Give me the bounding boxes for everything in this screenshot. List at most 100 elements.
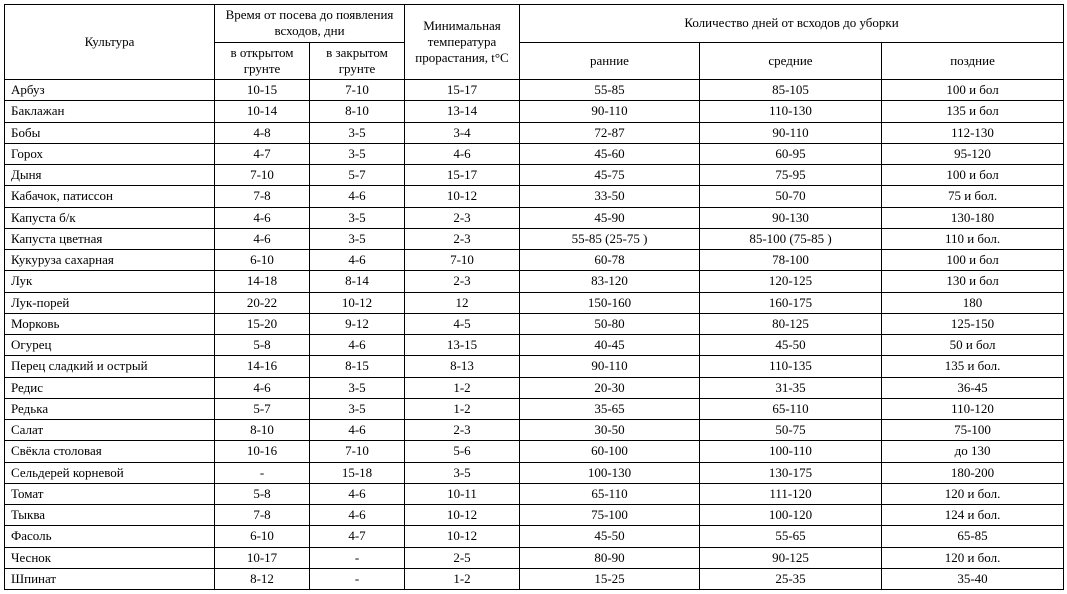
cell-min-temp: 8-13 — [405, 356, 520, 377]
cell-min-temp: 1-2 — [405, 377, 520, 398]
cell-min-temp: 1-2 — [405, 398, 520, 419]
cell-early: 55-85 — [520, 80, 700, 101]
cell-mid: 100-120 — [700, 505, 882, 526]
cell-early: 40-45 — [520, 335, 700, 356]
table-row: Чеснок10-17-2-580-9090-125120 и бол. — [5, 547, 1064, 568]
cell-early: 75-100 — [520, 505, 700, 526]
cell-closed-ground: 9-12 — [310, 313, 405, 334]
table-row: Лук14-188-142-383-120120-125130 и бол — [5, 271, 1064, 292]
table-row: Шпинат8-12-1-215-2525-3535-40 — [5, 568, 1064, 589]
cell-late: 110-120 — [882, 398, 1064, 419]
table-row: Редис4-63-51-220-3031-3536-45 — [5, 377, 1064, 398]
cell-late: 125-150 — [882, 313, 1064, 334]
cell-closed-ground: 7-10 — [310, 441, 405, 462]
cell-min-temp: 10-12 — [405, 526, 520, 547]
cell-open-ground: 4-6 — [215, 207, 310, 228]
cell-closed-ground: 4-6 — [310, 250, 405, 271]
table-row: Лук-порей20-2210-1212150-160160-175180 — [5, 292, 1064, 313]
cell-open-ground: 10-16 — [215, 441, 310, 462]
cell-open-ground: 5-8 — [215, 335, 310, 356]
table-row: Томат5-84-610-1165-110111-120120 и бол. — [5, 483, 1064, 504]
table-row: Сельдерей корневой-15-183-5100-130130-17… — [5, 462, 1064, 483]
cell-open-ground: 8-12 — [215, 568, 310, 589]
cell-late: 120 и бол. — [882, 483, 1064, 504]
cell-early: 35-65 — [520, 398, 700, 419]
cell-late: 75-100 — [882, 420, 1064, 441]
cell-mid: 100-110 — [700, 441, 882, 462]
cell-open-ground: 10-14 — [215, 101, 310, 122]
table-body: Арбуз10-157-1015-1755-8585-105100 и болБ… — [5, 80, 1064, 590]
cell-early: 100-130 — [520, 462, 700, 483]
cell-early: 65-110 — [520, 483, 700, 504]
cell-early: 33-50 — [520, 186, 700, 207]
cell-min-temp: 2-5 — [405, 547, 520, 568]
cell-closed-ground: 4-6 — [310, 505, 405, 526]
table-row: Кабачок, патиссон7-84-610-1233-5050-7075… — [5, 186, 1064, 207]
cell-mid: 85-105 — [700, 80, 882, 101]
cell-early: 45-60 — [520, 143, 700, 164]
cell-late: 65-85 — [882, 526, 1064, 547]
cell-closed-ground: 3-5 — [310, 122, 405, 143]
cell-mid: 50-75 — [700, 420, 882, 441]
cell-min-temp: 10-11 — [405, 483, 520, 504]
cell-open-ground: 15-20 — [215, 313, 310, 334]
table-row: Капуста б/к4-63-52-345-9090-130130-180 — [5, 207, 1064, 228]
header-open-ground: в открытом грунте — [215, 42, 310, 80]
cell-min-temp: 15-17 — [405, 80, 520, 101]
cell-mid: 160-175 — [700, 292, 882, 313]
cell-mid: 45-50 — [700, 335, 882, 356]
cell-closed-ground: - — [310, 547, 405, 568]
cell-open-ground: 5-8 — [215, 483, 310, 504]
cell-early: 15-25 — [520, 568, 700, 589]
cell-culture: Лук-порей — [5, 292, 215, 313]
cell-min-temp: 3-4 — [405, 122, 520, 143]
cell-late: 35-40 — [882, 568, 1064, 589]
table-row: Салат8-104-62-330-5050-7575-100 — [5, 420, 1064, 441]
cell-min-temp: 2-3 — [405, 420, 520, 441]
cell-mid: 80-125 — [700, 313, 882, 334]
cell-late: 180 — [882, 292, 1064, 313]
cell-min-temp: 10-12 — [405, 505, 520, 526]
cell-culture: Фасоль — [5, 526, 215, 547]
cell-late: 130-180 — [882, 207, 1064, 228]
cell-culture: Редька — [5, 398, 215, 419]
table-row: Морковь15-209-124-550-8080-125125-150 — [5, 313, 1064, 334]
cell-mid: 130-175 — [700, 462, 882, 483]
cell-early: 45-90 — [520, 207, 700, 228]
cell-closed-ground: 3-5 — [310, 207, 405, 228]
cell-late: 135 и бол. — [882, 356, 1064, 377]
table-row: Тыква7-84-610-1275-100100-120124 и бол. — [5, 505, 1064, 526]
cell-mid: 90-130 — [700, 207, 882, 228]
cell-min-temp: 12 — [405, 292, 520, 313]
cell-open-ground: 7-8 — [215, 186, 310, 207]
cell-min-temp: 13-14 — [405, 101, 520, 122]
cell-mid: 111-120 — [700, 483, 882, 504]
header-min-temp: Минимальная температура прорастания, t°C — [405, 5, 520, 80]
cell-closed-ground: 4-6 — [310, 483, 405, 504]
cell-open-ground: 8-10 — [215, 420, 310, 441]
cell-open-ground: 6-10 — [215, 250, 310, 271]
header-late: поздние — [882, 42, 1064, 80]
header-emergence-group: Время от посева до появления всходов, дн… — [215, 5, 405, 43]
cell-closed-ground: 3-5 — [310, 377, 405, 398]
cell-late: 135 и бол — [882, 101, 1064, 122]
cell-early: 45-75 — [520, 165, 700, 186]
cell-mid: 78-100 — [700, 250, 882, 271]
cell-late: 50 и бол — [882, 335, 1064, 356]
cell-open-ground: 14-18 — [215, 271, 310, 292]
cell-min-temp: 13-15 — [405, 335, 520, 356]
cell-open-ground: 14-16 — [215, 356, 310, 377]
cell-late: 124 и бол. — [882, 505, 1064, 526]
cell-culture: Баклажан — [5, 101, 215, 122]
cell-mid: 65-110 — [700, 398, 882, 419]
cell-min-temp: 4-6 — [405, 143, 520, 164]
cell-culture: Салат — [5, 420, 215, 441]
cell-open-ground: 4-8 — [215, 122, 310, 143]
cell-open-ground: 5-7 — [215, 398, 310, 419]
cell-early: 72-87 — [520, 122, 700, 143]
cell-mid: 25-35 — [700, 568, 882, 589]
cell-min-temp: 15-17 — [405, 165, 520, 186]
table-row: Редька5-73-51-235-6565-110110-120 — [5, 398, 1064, 419]
cell-early: 90-110 — [520, 356, 700, 377]
cell-late: 110 и бол. — [882, 228, 1064, 249]
